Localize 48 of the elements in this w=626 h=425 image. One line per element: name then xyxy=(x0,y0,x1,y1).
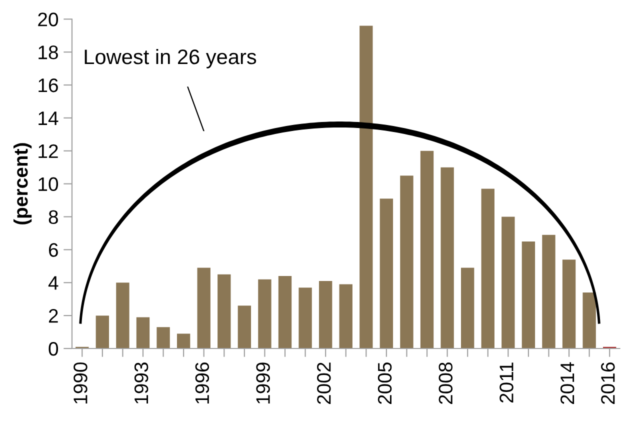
y-axis-title: (percent) xyxy=(13,143,32,224)
bar xyxy=(318,280,332,348)
bar xyxy=(562,260,576,348)
bar xyxy=(460,268,474,348)
y-tick-label: 14 xyxy=(38,112,58,125)
bar xyxy=(522,241,536,348)
y-tick-label: 0 xyxy=(48,342,58,356)
bar xyxy=(360,26,373,348)
y-tick-label: 18 xyxy=(38,46,58,60)
x-tick-label: 2008 xyxy=(438,362,453,404)
y-tick-label: 16 xyxy=(38,78,58,92)
y-tick-label: 8 xyxy=(48,210,58,224)
x-tick-label: 2014 xyxy=(560,362,574,404)
bar xyxy=(339,284,352,348)
y-tick-label: 2 xyxy=(48,309,58,323)
bar xyxy=(440,167,454,348)
bar xyxy=(258,279,272,348)
x-tick-label: 2002 xyxy=(317,362,331,404)
y-tick-label: 12 xyxy=(38,144,58,158)
bar xyxy=(278,276,292,348)
x-tick-label: 1993 xyxy=(134,362,148,404)
bar xyxy=(502,216,515,348)
bar xyxy=(481,188,494,348)
bar xyxy=(218,274,231,348)
bar xyxy=(380,198,394,348)
bar xyxy=(176,334,190,348)
bar xyxy=(542,234,556,348)
x-tick-label: 2011 xyxy=(500,362,514,403)
bar xyxy=(136,317,150,348)
y-tick-label: 6 xyxy=(48,243,58,257)
bar xyxy=(238,306,252,348)
y-tick-label: 4 xyxy=(48,276,58,290)
x-tick-label: 1996 xyxy=(195,362,210,404)
bar xyxy=(420,150,434,348)
x-tick-label: 1990 xyxy=(74,362,88,404)
y-tick-label: 20 xyxy=(38,12,58,26)
x-tick-label: 2016 xyxy=(601,362,615,404)
y-tick-label: 10 xyxy=(38,177,58,192)
x-tick-label: 2005 xyxy=(378,362,392,404)
annotation: Lowest in 26 years xyxy=(84,48,256,68)
bar xyxy=(298,288,312,348)
bar xyxy=(197,268,210,348)
bar xyxy=(400,176,414,348)
bar xyxy=(582,292,596,348)
bar xyxy=(116,282,130,348)
bar xyxy=(156,327,170,348)
bar xyxy=(96,316,110,348)
x-tick-label: 1999 xyxy=(256,362,270,404)
